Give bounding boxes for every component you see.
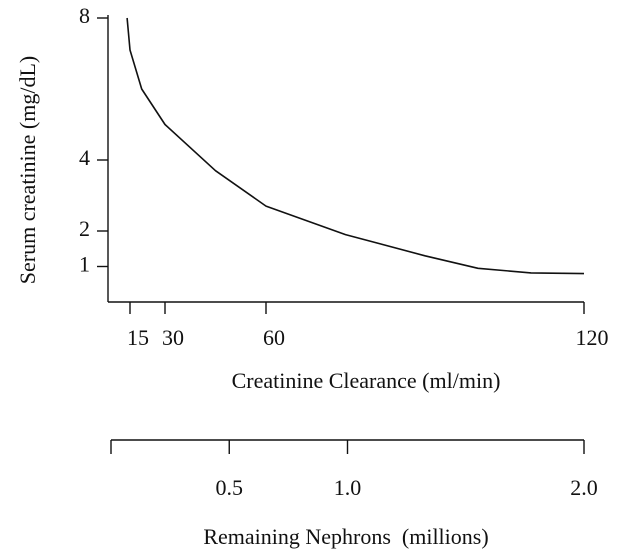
y-axis-label: Serum creatinine (mg/dL) — [15, 56, 40, 284]
curve — [126, 17, 585, 275]
x-tick-label: 30 — [162, 325, 184, 350]
x-tick-label: 60 — [263, 325, 285, 350]
y-tick-label: 4 — [79, 145, 90, 170]
y-tick-label: 8 — [79, 3, 90, 28]
x2-tick-label: 0.5 — [216, 475, 244, 500]
x2-tick-label: 2.0 — [570, 475, 598, 500]
x-tick-label: 15 — [127, 325, 149, 350]
x2-axis-label: Remaining Nephrons (millions) — [203, 524, 488, 549]
y-tick-label: 2 — [79, 216, 90, 241]
x-axis-label: Creatinine Clearance (ml/min) — [232, 368, 501, 393]
x-tick-label: 120 — [576, 325, 609, 350]
y-tick-label: 1 — [79, 252, 90, 277]
x2-tick-label: 1.0 — [334, 475, 362, 500]
